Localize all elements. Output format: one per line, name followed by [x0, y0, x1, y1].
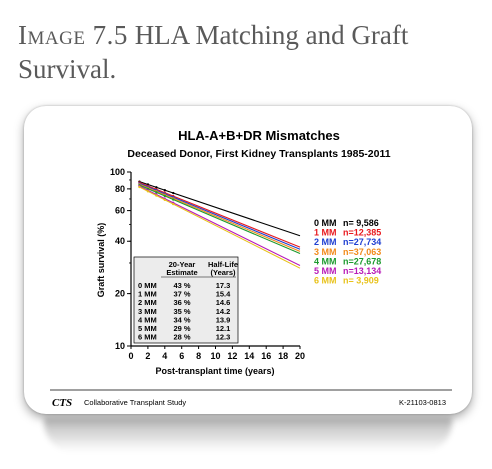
table-row-label: 0 MM	[138, 281, 157, 290]
series-point	[146, 190, 150, 193]
legend-count: n= 3,909	[343, 276, 379, 286]
y-tick-label: 60	[115, 206, 125, 216]
x-tick-label: 16	[261, 351, 271, 361]
legend-count: n=27,678	[343, 256, 381, 266]
legend-count: n= 9,586	[343, 218, 379, 228]
footer-code: K-21103-0813	[399, 398, 446, 407]
table-row-estimate: 28 %	[173, 333, 190, 342]
chart-title: HLA-A+B+DR Mismatches	[178, 128, 340, 143]
series-line	[139, 186, 301, 269]
legend-name: 1 MM	[314, 228, 337, 238]
series-point	[155, 191, 158, 194]
table-header-estimate: 20-Year	[169, 260, 196, 269]
table-row-label: 3 MM	[138, 307, 157, 316]
legend-name: 6 MM	[314, 276, 337, 286]
x-tick-label: 10	[210, 351, 220, 361]
footer-brand: CTS	[52, 397, 72, 409]
chart-subtitle: Deceased Donor, First Kidney Transplants…	[127, 148, 390, 160]
table-header-estimate: Estimate	[166, 268, 197, 277]
series-point	[172, 198, 175, 201]
table-row-estimate: 43 %	[173, 281, 190, 290]
series-line	[139, 185, 301, 267]
series-point	[155, 194, 158, 197]
table-row-label: 5 MM	[138, 324, 157, 333]
table-row-estimate: 35 %	[173, 307, 190, 316]
table-row-estimate: 29 %	[173, 324, 190, 333]
x-axis-label: Post-transplant time (years)	[155, 366, 274, 376]
y-tick-label: 80	[115, 184, 125, 194]
caption-label: Image 7.5	[18, 20, 128, 50]
caption-text: HLA Matching and Graft Survival.	[18, 20, 409, 84]
legend-name: 3 MM	[314, 247, 337, 257]
x-tick-label: 8	[196, 351, 201, 361]
chart-card	[24, 106, 472, 414]
x-tick-label: 18	[278, 351, 288, 361]
series-line	[139, 184, 301, 255]
table-row-estimate: 36 %	[173, 298, 190, 307]
table-row-estimate: 34 %	[173, 315, 190, 324]
legend-name: 4 MM	[314, 256, 337, 266]
series-point	[155, 186, 158, 189]
table-row-halflife: 13.9	[216, 315, 231, 324]
x-tick-label: 2	[145, 351, 150, 361]
table-row-halflife: 14.6	[216, 298, 231, 307]
legend-count: n=27,734	[343, 237, 381, 247]
table-row-halflife: 17.3	[216, 281, 231, 290]
legend-name: 0 MM	[314, 218, 337, 228]
table-row-halflife: 15.4	[216, 290, 231, 299]
legend-count: n=12,385	[343, 228, 381, 238]
series-point	[138, 185, 141, 189]
x-tick-label: 6	[179, 351, 184, 361]
series-line	[139, 181, 301, 237]
series-line	[139, 183, 301, 252]
table-row-label: 2 MM	[138, 298, 157, 307]
card-reflection	[44, 418, 452, 452]
series-point	[163, 189, 166, 192]
footer-org: Collaborative Transplant Study	[84, 398, 186, 407]
inset-table	[133, 256, 239, 344]
series-point	[163, 194, 166, 198]
table-row-estimate: 37 %	[173, 290, 190, 299]
plot-area: 0 2 4 6 8 10 12 14 16 18 20 10 20 40 60 80 100 0 MM n= 9,5…	[110, 167, 381, 361]
series-point	[172, 202, 175, 206]
y-tick-label: 10	[115, 341, 125, 351]
figure-caption: Image 7.5 HLA Matching and Graft Surviva…	[18, 18, 478, 86]
legend-count: n=13,134	[343, 266, 381, 276]
table-row-halflife: 12.1	[216, 324, 231, 333]
table-row-halflife: 14.2	[216, 307, 231, 316]
table-header-halflife: (Years)	[210, 268, 236, 277]
series-point	[163, 198, 166, 202]
y-tick-label: 40	[115, 236, 125, 246]
y-tick-label: 20	[115, 289, 125, 299]
x-tick-label: 4	[162, 351, 167, 361]
series-point	[172, 191, 175, 195]
table-header-halflife: Half-Life	[208, 260, 238, 269]
legend-name: 2 MM	[314, 237, 337, 247]
table-row-halflife: 12.3	[216, 333, 231, 342]
table-row-label: 1 MM	[138, 290, 157, 299]
legend-name: 5 MM	[314, 266, 337, 276]
x-tick-label: 20	[295, 351, 305, 361]
series-line	[139, 182, 301, 250]
y-tick-label: 100	[110, 167, 125, 177]
table-row-label: 6 MM	[138, 333, 157, 342]
legend-count: n=37,063	[343, 247, 381, 257]
table-row-label: 4 MM	[138, 315, 157, 324]
series-line	[139, 182, 301, 248]
x-tick-label: 0	[128, 351, 133, 361]
x-tick-label: 14	[244, 351, 254, 361]
x-tick-label: 12	[227, 351, 237, 361]
y-axis-label: Graft survival (%)	[96, 223, 106, 298]
